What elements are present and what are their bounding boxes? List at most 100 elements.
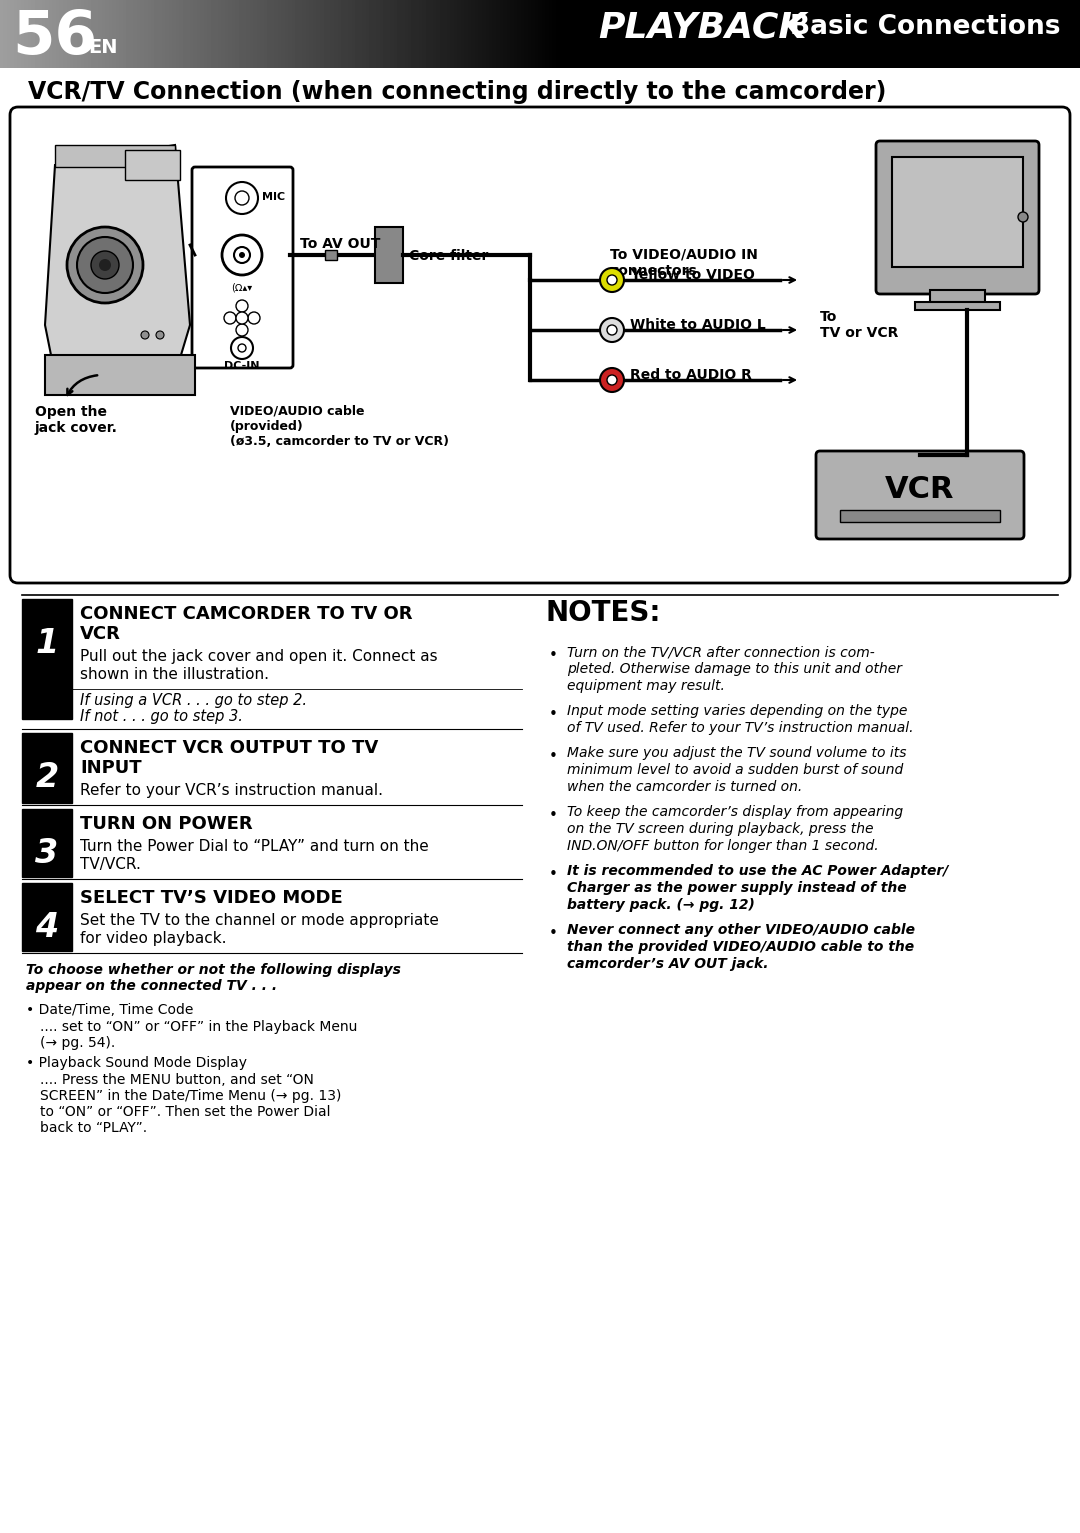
Bar — [892, 156, 1023, 267]
Text: Make sure you adjust the TV sound volume to its: Make sure you adjust the TV sound volume… — [567, 747, 906, 760]
Text: • Date/Time, Time Code: • Date/Time, Time Code — [26, 1003, 193, 1016]
Text: 3: 3 — [36, 837, 58, 871]
Circle shape — [607, 274, 617, 285]
Text: Open the
jack cover.: Open the jack cover. — [35, 405, 118, 435]
Bar — [930, 290, 985, 304]
Circle shape — [237, 300, 248, 313]
FancyBboxPatch shape — [816, 451, 1024, 540]
Text: VCR/TV Connection (when connecting directly to the camcorder): VCR/TV Connection (when connecting direc… — [28, 80, 887, 104]
Text: Red to AUDIO R: Red to AUDIO R — [630, 368, 752, 382]
Bar — [125, 150, 180, 179]
Circle shape — [234, 247, 249, 264]
Bar — [915, 302, 1000, 310]
Text: DC-IN: DC-IN — [225, 360, 260, 371]
Text: (→ pg. 54).: (→ pg. 54). — [40, 1036, 116, 1050]
Text: Core filter: Core filter — [409, 248, 488, 264]
Text: EN: EN — [87, 38, 118, 57]
FancyBboxPatch shape — [876, 141, 1039, 294]
Text: TV/VCR.: TV/VCR. — [80, 857, 140, 872]
Text: Charger as the power supply instead of the: Charger as the power supply instead of t… — [567, 881, 906, 895]
FancyBboxPatch shape — [10, 107, 1070, 583]
Text: To keep the camcorder’s display from appearing: To keep the camcorder’s display from app… — [567, 805, 903, 819]
Circle shape — [156, 331, 164, 339]
Circle shape — [224, 313, 237, 323]
Text: VIDEO/AUDIO cable
(provided)
(ø3.5, camcorder to TV or VCR): VIDEO/AUDIO cable (provided) (ø3.5, camc… — [230, 405, 449, 448]
Text: 4: 4 — [36, 911, 58, 944]
Text: •: • — [549, 750, 558, 763]
Text: INPUT: INPUT — [80, 759, 141, 777]
Circle shape — [77, 238, 133, 293]
Text: Set the TV to the channel or mode appropriate: Set the TV to the channel or mode approp… — [80, 914, 438, 927]
Text: Refer to your VCR’s instruction manual.: Refer to your VCR’s instruction manual. — [80, 783, 383, 799]
Text: equipment may result.: equipment may result. — [567, 679, 725, 693]
Circle shape — [99, 259, 111, 271]
Text: To VIDEO/AUDIO IN
connectors: To VIDEO/AUDIO IN connectors — [610, 248, 758, 277]
Text: •: • — [549, 808, 558, 823]
Circle shape — [231, 337, 253, 359]
Text: on the TV screen during playback, press the: on the TV screen during playback, press … — [567, 822, 874, 835]
Bar — [22, 599, 72, 719]
Circle shape — [237, 313, 248, 323]
Circle shape — [248, 313, 260, 323]
Text: shown in the illustration.: shown in the illustration. — [80, 667, 269, 682]
Text: • Playback Sound Mode Display: • Playback Sound Mode Display — [26, 1056, 247, 1070]
Text: To AV OUT: To AV OUT — [300, 238, 380, 251]
Circle shape — [600, 368, 624, 392]
Text: minimum level to avoid a sudden burst of sound: minimum level to avoid a sudden burst of… — [567, 763, 903, 777]
Text: PLAYBACK: PLAYBACK — [598, 11, 807, 44]
Text: CONNECT CAMCORDER TO TV OR: CONNECT CAMCORDER TO TV OR — [80, 606, 413, 622]
Circle shape — [239, 251, 245, 258]
Circle shape — [1018, 212, 1028, 222]
Text: pleted. Otherwise damage to this unit and other: pleted. Otherwise damage to this unit an… — [567, 662, 902, 676]
Bar — [55, 146, 175, 167]
Text: 56: 56 — [12, 8, 97, 67]
Text: Pull out the jack cover and open it. Connect as: Pull out the jack cover and open it. Con… — [80, 648, 437, 664]
Text: .... set to “ON” or “OFF” in the Playback Menu: .... set to “ON” or “OFF” in the Playbac… — [40, 1019, 357, 1033]
Text: than the provided VIDEO/AUDIO cable to the: than the provided VIDEO/AUDIO cable to t… — [567, 940, 914, 954]
Text: If not . . . go to step 3.: If not . . . go to step 3. — [80, 708, 243, 724]
Bar — [840, 510, 1000, 523]
Text: MIC: MIC — [262, 192, 285, 202]
Text: •: • — [549, 926, 558, 941]
Text: VCR: VCR — [80, 625, 121, 642]
Text: (Ω▴▾: (Ω▴▾ — [231, 284, 253, 293]
Text: TURN ON POWER: TURN ON POWER — [80, 816, 253, 832]
Text: of TV used. Refer to your TV’s instruction manual.: of TV used. Refer to your TV’s instructi… — [567, 721, 914, 734]
Text: .... Press the MENU button, and set “ON: .... Press the MENU button, and set “ON — [40, 1073, 314, 1087]
Text: Input mode setting varies depending on the type: Input mode setting varies depending on t… — [567, 704, 907, 717]
Text: SELECT TV’S VIDEO MODE: SELECT TV’S VIDEO MODE — [80, 889, 342, 908]
Text: White to AUDIO L: White to AUDIO L — [630, 317, 766, 333]
Text: 1: 1 — [36, 627, 58, 661]
Bar — [375, 227, 403, 284]
Text: Yellow to VIDEO: Yellow to VIDEO — [630, 268, 755, 282]
FancyBboxPatch shape — [192, 167, 293, 368]
Text: Never connect any other VIDEO/AUDIO cable: Never connect any other VIDEO/AUDIO cabl… — [567, 923, 915, 937]
Text: IND.ON/OFF button for longer than 1 second.: IND.ON/OFF button for longer than 1 seco… — [567, 839, 879, 852]
Bar — [22, 809, 72, 877]
Circle shape — [237, 323, 248, 336]
Circle shape — [91, 251, 119, 279]
Bar — [325, 250, 337, 261]
Text: CONNECT VCR OUTPUT TO TV: CONNECT VCR OUTPUT TO TV — [80, 739, 378, 757]
Text: To
TV or VCR: To TV or VCR — [820, 310, 899, 340]
Text: If using a VCR . . . go to step 2.: If using a VCR . . . go to step 2. — [80, 693, 307, 708]
Text: to “ON” or “OFF”. Then set the Power Dial: to “ON” or “OFF”. Then set the Power Dia… — [40, 1105, 330, 1119]
Text: It is recommended to use the AC Power Adapter/: It is recommended to use the AC Power Ad… — [567, 865, 948, 878]
Text: Turn on the TV/VCR after connection is com-: Turn on the TV/VCR after connection is c… — [567, 645, 875, 659]
Circle shape — [226, 182, 258, 215]
Circle shape — [600, 268, 624, 291]
Bar — [45, 356, 195, 396]
Text: VCR: VCR — [886, 475, 955, 504]
Text: NOTES:: NOTES: — [545, 599, 661, 627]
Circle shape — [607, 325, 617, 336]
Circle shape — [235, 192, 249, 205]
Bar — [22, 883, 72, 950]
Text: •: • — [549, 648, 558, 662]
Circle shape — [600, 317, 624, 342]
Circle shape — [238, 343, 246, 353]
Circle shape — [222, 235, 262, 274]
Bar — [22, 733, 72, 803]
Text: Basic Connections: Basic Connections — [789, 14, 1061, 40]
Text: when the camcorder is turned on.: when the camcorder is turned on. — [567, 780, 802, 794]
Text: SCREEN” in the Date/Time Menu (→ pg. 13): SCREEN” in the Date/Time Menu (→ pg. 13) — [40, 1088, 341, 1104]
